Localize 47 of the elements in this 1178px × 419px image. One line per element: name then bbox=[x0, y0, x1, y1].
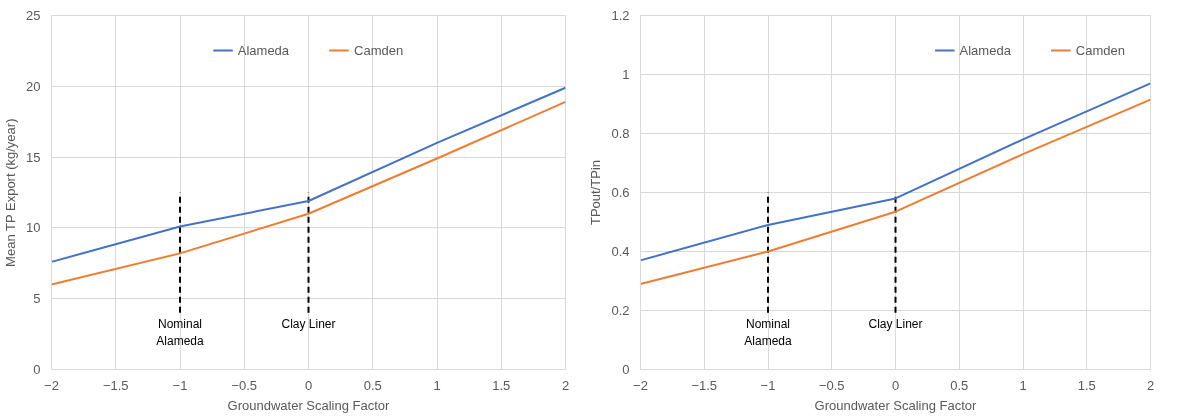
legend-label: Camden bbox=[1075, 42, 1125, 58]
x-tick-label: −1 bbox=[760, 377, 776, 393]
x-tick-label: 1 bbox=[433, 377, 441, 393]
x-tick-label: 0.5 bbox=[950, 377, 969, 393]
x-tick-label: −1.5 bbox=[691, 377, 718, 393]
line-series bbox=[51, 86, 566, 263]
ref-line-label: Nominal Alameda bbox=[744, 316, 793, 348]
legend-label: Alameda bbox=[237, 42, 290, 58]
x-tick-label: 2 bbox=[1146, 377, 1155, 393]
x-tick-label: −0.5 bbox=[818, 377, 845, 393]
y-tick-label: 20 bbox=[26, 78, 41, 94]
y-tick-label: 0 bbox=[622, 362, 630, 377]
x-tick-label: 1 bbox=[1019, 377, 1027, 393]
ref-line-label: Clay Liner bbox=[868, 316, 923, 331]
legend-label: Alameda bbox=[959, 42, 1011, 58]
y-tick-label: 25 bbox=[26, 8, 41, 23]
y-tick-label: 15 bbox=[26, 149, 41, 165]
x-tick-label: −0.5 bbox=[231, 377, 258, 393]
x-tick-label: −2 bbox=[633, 377, 648, 393]
line-series bbox=[51, 100, 566, 286]
x-tick-label: 0 bbox=[891, 377, 900, 393]
x-tick-label: 0.5 bbox=[363, 377, 382, 393]
x-tick-label: 2 bbox=[561, 377, 570, 393]
ref-line-label: Clay Liner bbox=[281, 316, 336, 331]
x-tick-label: −1.5 bbox=[102, 377, 129, 393]
x-tick-label: 1.5 bbox=[1077, 377, 1096, 393]
y-tick-label: 0.2 bbox=[611, 303, 630, 318]
legend-label: Camden bbox=[354, 42, 404, 58]
ref-line-label: Nominal Alameda bbox=[156, 316, 205, 348]
x-tick-label: −2 bbox=[44, 377, 59, 393]
y-tick-label: 0.6 bbox=[611, 185, 630, 200]
x-tick-label: 0 bbox=[304, 377, 313, 393]
y-tick-label: 10 bbox=[26, 220, 41, 236]
line-series bbox=[640, 98, 1151, 285]
y-tick-label: 0.8 bbox=[611, 126, 630, 141]
line-series bbox=[640, 82, 1151, 262]
y-axis-title: Mean TP Export (kg/year) bbox=[3, 118, 19, 267]
x-axis-title: Groundwater Scaling Factor bbox=[814, 397, 978, 413]
y-tick-label: 1.2 bbox=[611, 8, 630, 23]
x-axis-title: Groundwater Scaling Factor bbox=[227, 397, 391, 413]
y-axis-title: TPout/TPin bbox=[588, 159, 604, 226]
y-tick-label: 0 bbox=[33, 362, 41, 377]
y-tick-label: 5 bbox=[33, 291, 41, 307]
y-tick-label: 1 bbox=[622, 67, 630, 82]
x-tick-label: −1 bbox=[172, 377, 188, 393]
y-tick-label: 0.4 bbox=[611, 244, 630, 259]
x-tick-label: 1.5 bbox=[492, 377, 511, 393]
